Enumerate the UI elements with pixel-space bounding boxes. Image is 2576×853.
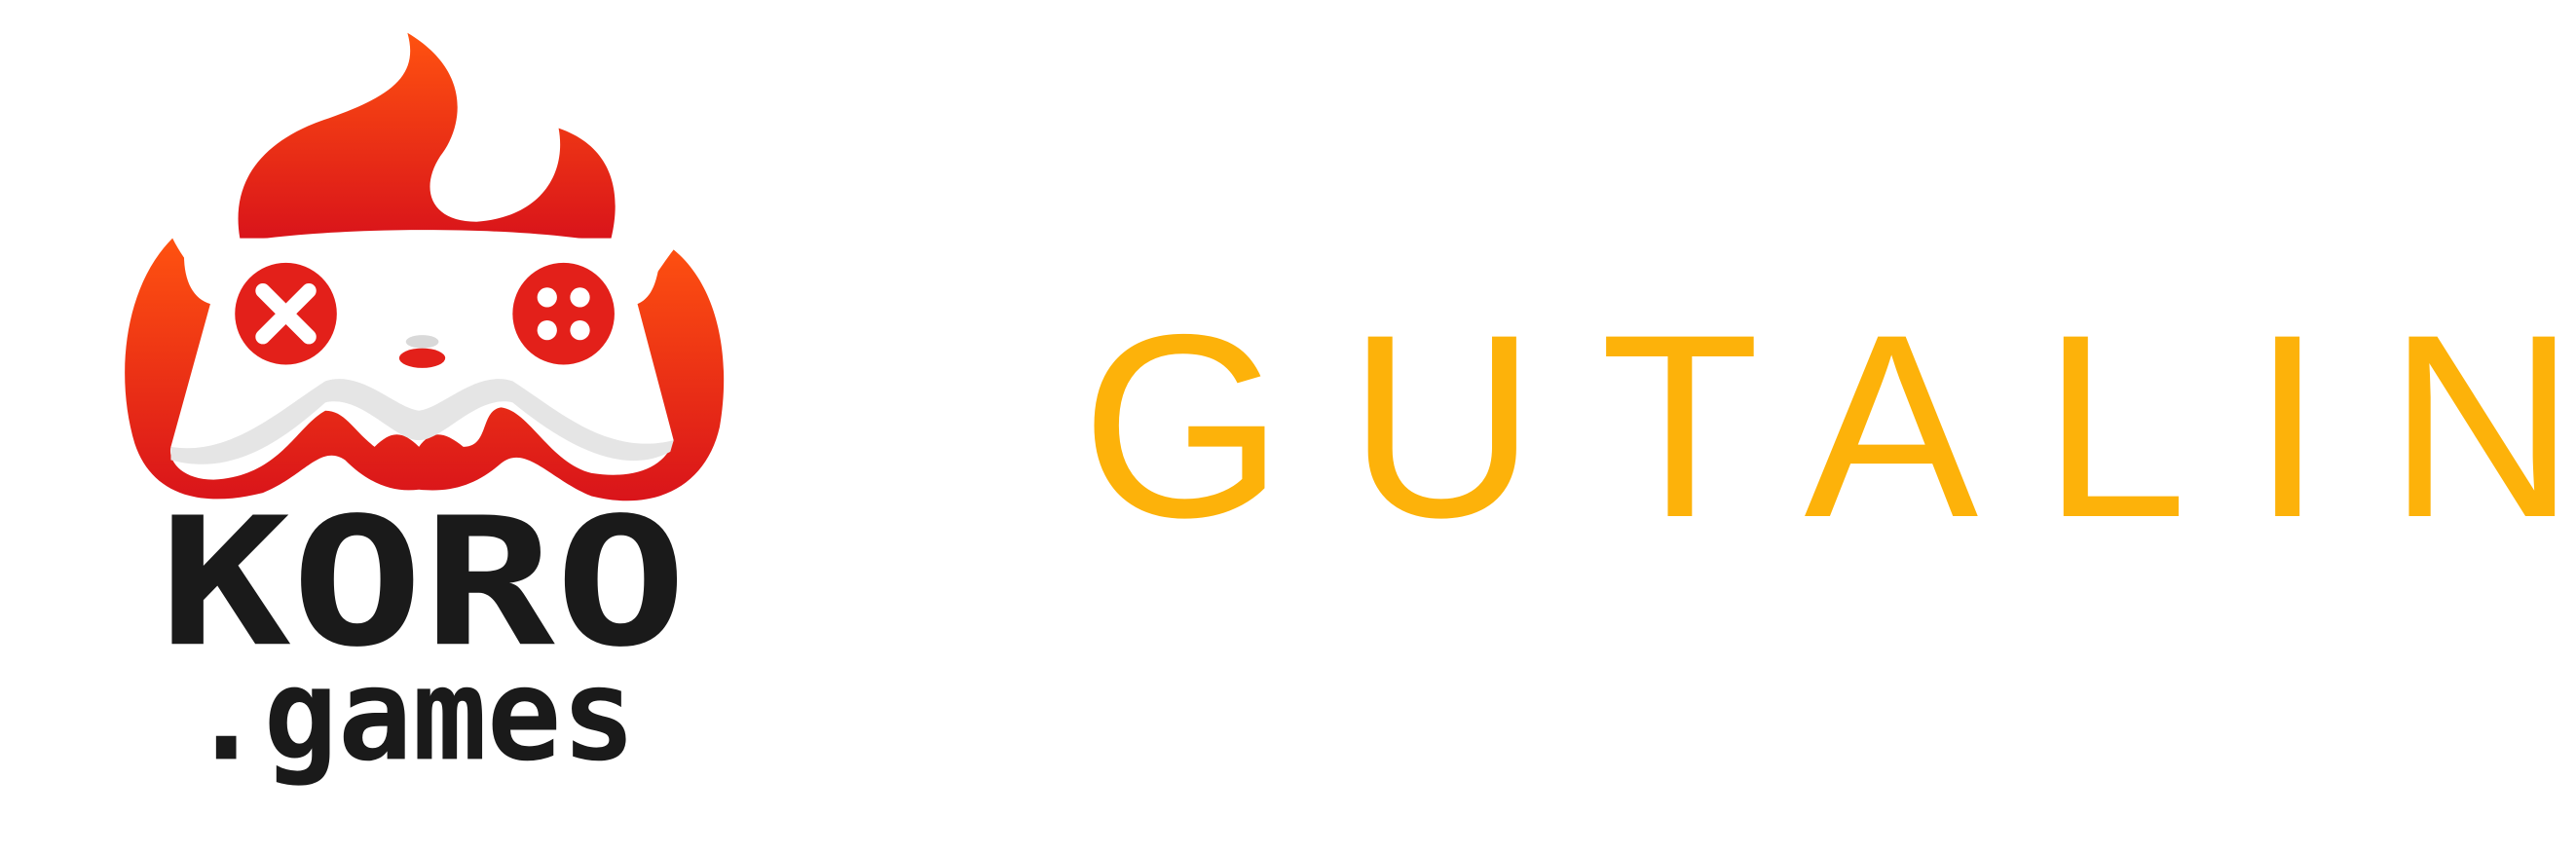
koro-logo: KORO .games <box>125 32 725 790</box>
logo-line2: .games <box>189 641 636 790</box>
flame <box>238 32 616 239</box>
logo-line1: KORO <box>160 479 688 686</box>
face-shade <box>170 379 674 464</box>
cross-icon <box>255 283 317 345</box>
dots-icon <box>537 287 590 341</box>
wordmark: GUTALIN <box>1081 279 2576 572</box>
mouth <box>398 348 446 368</box>
nose <box>405 335 439 349</box>
button-right <box>512 262 615 365</box>
